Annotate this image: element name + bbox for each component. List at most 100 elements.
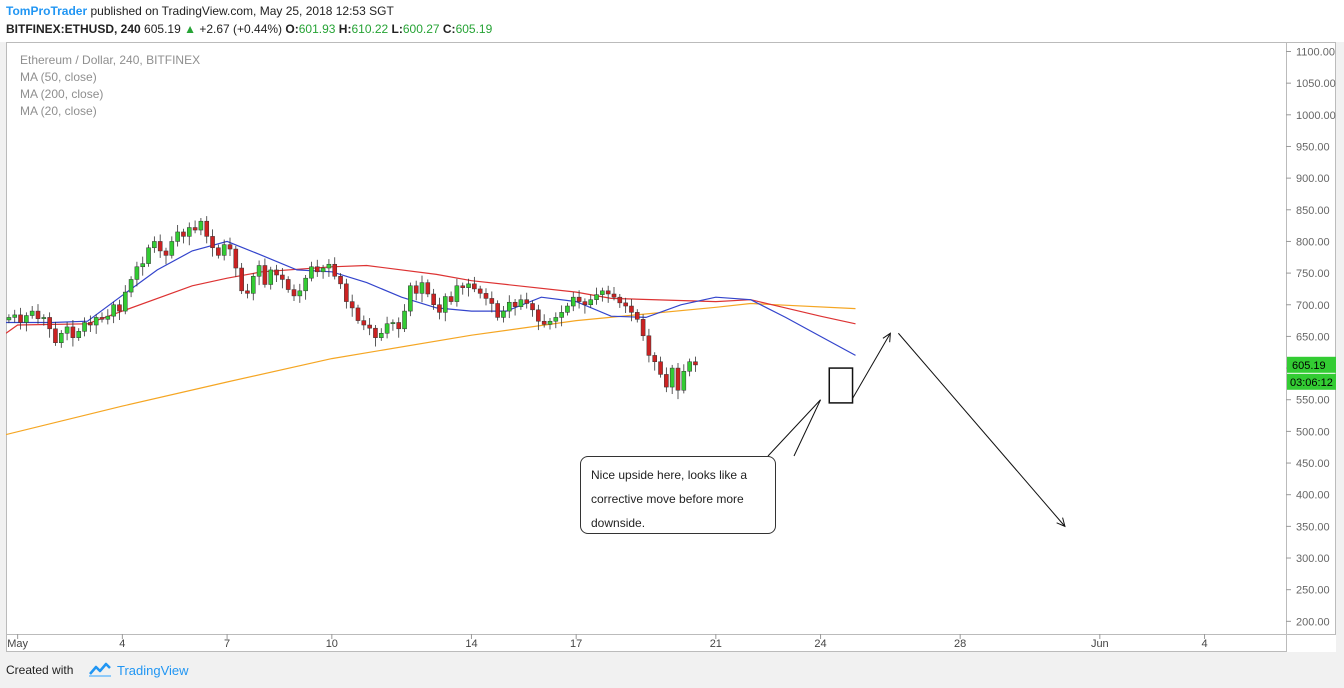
candle <box>326 259 332 277</box>
candle <box>128 276 134 298</box>
candle <box>530 300 535 317</box>
candle-body <box>117 304 122 312</box>
ma20-line <box>6 240 856 356</box>
candle <box>477 285 483 299</box>
candle <box>303 275 308 300</box>
candle-body <box>314 266 320 273</box>
candle <box>629 299 634 322</box>
symbol-label: BITFINEX:ETHUSD, 240 <box>6 22 141 36</box>
candle <box>332 257 338 280</box>
candle-body <box>582 301 588 306</box>
candle <box>204 216 210 244</box>
candle <box>35 304 41 324</box>
candle-body <box>483 293 489 299</box>
author-link[interactable]: TomProTrader <box>6 4 88 18</box>
candle <box>664 367 669 393</box>
close-label: C: <box>442 22 456 36</box>
candle <box>24 312 29 332</box>
candle <box>448 291 454 305</box>
candle-body <box>611 293 617 298</box>
candle <box>611 287 617 301</box>
candle <box>442 293 448 322</box>
candle-body <box>70 326 76 338</box>
candle <box>658 356 663 378</box>
candle <box>547 318 553 330</box>
candle-body <box>285 279 291 290</box>
price-tick-label: 550.00 <box>1296 395 1330 407</box>
candle-body <box>408 285 413 312</box>
candle <box>163 247 169 265</box>
candle <box>454 278 460 307</box>
candle-body <box>344 283 349 302</box>
candle-body <box>437 304 442 313</box>
candle-body <box>157 241 163 252</box>
price-chart[interactable]: 200.00 250.00 300.00 350.00 400.00 450.00 500.… <box>6 42 1336 652</box>
change-up-icon: ▲ <box>184 22 196 36</box>
candle <box>576 290 582 309</box>
time-tick-label: May <box>7 638 28 650</box>
chart-area[interactable]: 200.00 250.00 300.00 350.00 400.00 450.00 500.… <box>6 42 1336 652</box>
candle-body <box>646 335 652 356</box>
candle-body <box>594 294 599 300</box>
candle <box>210 229 215 257</box>
tradingview-link[interactable]: TradingView <box>117 663 189 678</box>
last-price-badge-bg <box>1287 356 1336 373</box>
time-axis-panel <box>6 634 1287 652</box>
annotation-line: downside. <box>591 516 646 530</box>
candle-body <box>297 290 303 297</box>
price-tick-label: 500.00 <box>1296 426 1330 438</box>
annotation-callout[interactable]: Nice upside here, looks like a correctiv… <box>580 456 776 534</box>
candle-body <box>111 304 116 317</box>
price-tick-label: 700.00 <box>1296 300 1330 312</box>
time-tick-label: Jun <box>1091 638 1109 650</box>
candle <box>553 312 559 329</box>
time-tick-label: 17 <box>570 638 582 650</box>
legend-ma50[interactable]: MA (50, close) <box>20 70 97 84</box>
candle <box>402 304 407 332</box>
candle-body <box>600 290 605 295</box>
candle <box>378 328 384 341</box>
price-tick-label: 950.00 <box>1296 141 1330 153</box>
candle <box>297 283 303 303</box>
candle <box>681 364 687 394</box>
candle-body <box>210 236 215 249</box>
candle <box>384 316 390 339</box>
candle-body <box>634 312 640 320</box>
tradingview-logo-icon[interactable] <box>88 660 112 678</box>
candle <box>262 258 268 288</box>
candle <box>152 236 157 253</box>
candle <box>524 292 530 309</box>
candle <box>495 300 500 321</box>
price-tick-label: 400.00 <box>1296 490 1330 502</box>
price-tick-label: 900.00 <box>1296 173 1330 185</box>
candle-body <box>169 241 175 256</box>
candle <box>169 236 175 259</box>
publish-line: TomProTrader published on TradingView.co… <box>6 4 394 18</box>
last-price-label: 605.19 <box>1292 360 1326 372</box>
time-tick-label: 4 <box>1201 638 1207 650</box>
candle-body <box>570 296 576 307</box>
candle-body <box>454 285 460 302</box>
candle <box>58 330 64 348</box>
candle <box>570 292 576 312</box>
candle <box>175 224 180 247</box>
legend-ma20[interactable]: MA (20, close) <box>20 104 97 118</box>
annotation-line: corrective move before more <box>591 492 744 506</box>
candle <box>466 278 471 297</box>
candle <box>338 273 343 289</box>
candle-body <box>530 303 535 311</box>
arrowhead-up-icon <box>882 332 891 343</box>
legend-ma200[interactable]: MA (200, close) <box>20 87 104 101</box>
candle-body <box>18 314 23 323</box>
candle-body <box>396 322 402 330</box>
candle <box>419 275 425 303</box>
candle <box>489 291 495 313</box>
arrowhead-down-icon <box>1056 517 1066 528</box>
created-with-label: Created with <box>6 663 74 677</box>
change-value: +2.67 (+0.44%) <box>199 22 283 36</box>
candle-body <box>442 296 448 313</box>
candle-body <box>367 324 372 329</box>
candle-body <box>47 317 52 330</box>
candle <box>605 285 611 303</box>
candle-body <box>239 267 244 292</box>
